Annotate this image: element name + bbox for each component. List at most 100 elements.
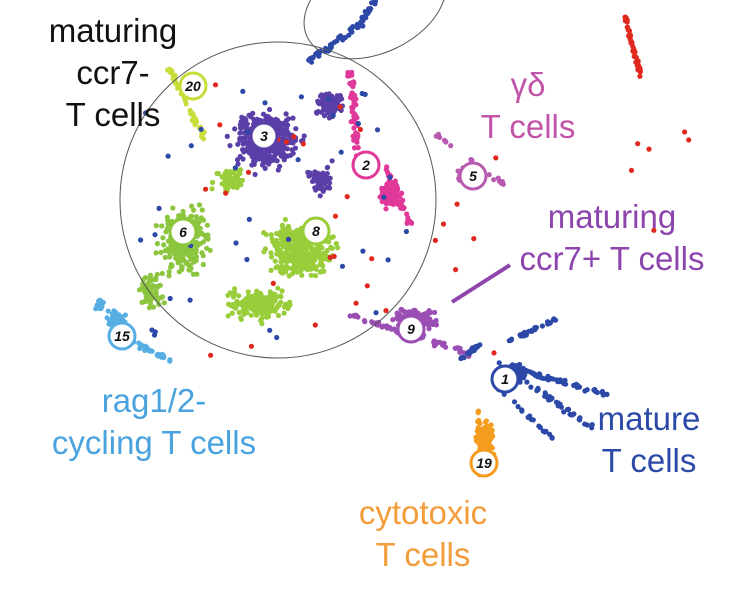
point-cluster-8 <box>225 313 231 319</box>
point-cluster-20 <box>172 80 179 86</box>
point-cluster-1 <box>577 415 583 421</box>
point-cluster-1 <box>246 216 252 222</box>
point-cluster-1 <box>543 428 549 434</box>
point-red <box>454 201 460 207</box>
group-label-maturing-ccr7-minus-line-1: ccr7- <box>76 54 149 91</box>
point-cluster-8 <box>292 244 298 250</box>
point-cluster-1 <box>549 435 555 441</box>
point-cluster-3 <box>309 178 316 184</box>
point-cluster-15 <box>156 351 162 357</box>
point-cluster-1 <box>274 334 280 341</box>
point-cluster-8 <box>333 241 339 247</box>
point-cluster-8 <box>225 181 231 187</box>
point-cluster-5 <box>448 143 454 149</box>
cluster-label: 8 <box>312 223 320 239</box>
group-label-maturing-ccr7-plus-line-0: maturing <box>548 198 676 235</box>
point-cluster-8 <box>274 246 280 253</box>
point-cluster-9 <box>373 320 379 326</box>
point-cluster-9 <box>433 322 439 328</box>
point-red <box>633 59 639 65</box>
point-cluster-8 <box>308 254 315 260</box>
point-cluster-3 <box>288 139 294 145</box>
point-cluster-9 <box>429 320 435 326</box>
cluster-badge-ring <box>107 321 137 351</box>
point-cluster-1 <box>496 360 502 366</box>
point-cluster-6 <box>187 262 193 268</box>
point-cluster-9 <box>426 326 432 332</box>
point-cluster-3 <box>234 157 241 163</box>
point-cluster-1 <box>156 205 162 211</box>
point-cluster-8 <box>308 266 314 272</box>
point-cluster-15 <box>136 340 142 346</box>
cluster-badge-15: 15 <box>107 321 137 351</box>
point-cluster-6 <box>166 273 172 279</box>
point-red <box>291 134 297 140</box>
point-cluster-15 <box>116 314 122 320</box>
point-red <box>491 350 497 356</box>
point-cluster-3 <box>331 96 337 102</box>
point-cluster-8 <box>268 250 274 256</box>
point-cluster-2 <box>351 117 357 123</box>
point-cluster-1 <box>518 333 524 339</box>
point-cluster-6 <box>199 207 205 213</box>
point-red <box>628 167 635 173</box>
group-label-gamma-delta-line-1: T cells <box>481 108 576 145</box>
point-cluster-8 <box>225 176 231 182</box>
region-outline-ellipse <box>303 0 447 60</box>
point-cluster-3 <box>243 117 249 123</box>
point-cluster-1 <box>245 129 251 135</box>
point-cluster-3 <box>290 115 296 121</box>
cluster-badge-3: 3 <box>249 121 279 151</box>
point-cluster-8 <box>249 306 255 312</box>
point-cluster-1 <box>561 409 567 415</box>
point-cluster-6 <box>161 300 167 306</box>
point-cluster-8 <box>272 258 278 264</box>
point-red <box>440 221 447 227</box>
point-cluster-8 <box>274 251 280 257</box>
point-cluster-3 <box>224 133 230 139</box>
point-cluster-5 <box>486 172 492 178</box>
point-cluster-8 <box>230 294 237 300</box>
point-cluster-8 <box>246 293 252 299</box>
point-cluster-1 <box>262 100 268 106</box>
point-red <box>627 33 634 39</box>
point-cluster-8 <box>278 251 284 257</box>
point-red <box>364 283 370 289</box>
point-red <box>626 28 633 34</box>
point-cluster-1 <box>188 143 194 149</box>
point-cluster-1 <box>295 157 301 163</box>
point-cluster-3 <box>284 153 291 159</box>
point-cluster-1 <box>310 54 316 61</box>
point-cluster-5 <box>498 180 504 186</box>
point-red <box>637 73 643 79</box>
point-cluster-8 <box>279 288 285 294</box>
point-cluster-8 <box>254 308 260 314</box>
point-cluster-1 <box>544 393 550 399</box>
point-cluster-1 <box>374 127 381 133</box>
cluster-label-layer: 1 2 3 5 6 8 9 15 19 20 <box>107 71 520 478</box>
point-cluster-8 <box>232 286 238 292</box>
cluster-badge-2: 2 <box>351 150 381 180</box>
point-cluster-6 <box>174 249 181 255</box>
point-cluster-8 <box>269 236 275 242</box>
point-cluster-15 <box>122 312 128 318</box>
point-cluster-1 <box>325 96 331 102</box>
point-cluster-8 <box>232 290 238 296</box>
point-red <box>432 237 438 243</box>
point-cluster-8 <box>253 312 260 318</box>
point-cluster-15 <box>142 345 148 351</box>
cluster-label: 20 <box>184 78 201 94</box>
point-cluster-3 <box>247 145 253 151</box>
point-cluster-1 <box>362 9 368 15</box>
point-red <box>686 137 692 143</box>
point-cluster-3 <box>326 91 332 97</box>
point-cluster-6 <box>139 285 145 292</box>
point-cluster-6 <box>166 269 172 275</box>
point-cluster-2 <box>351 145 358 151</box>
point-cluster-6 <box>191 207 197 213</box>
point-cluster-1 <box>360 248 366 254</box>
point-cluster-6 <box>180 208 186 215</box>
point-cluster-20 <box>189 110 195 116</box>
point-cluster-3 <box>324 103 330 109</box>
point-cluster-9 <box>361 318 368 324</box>
